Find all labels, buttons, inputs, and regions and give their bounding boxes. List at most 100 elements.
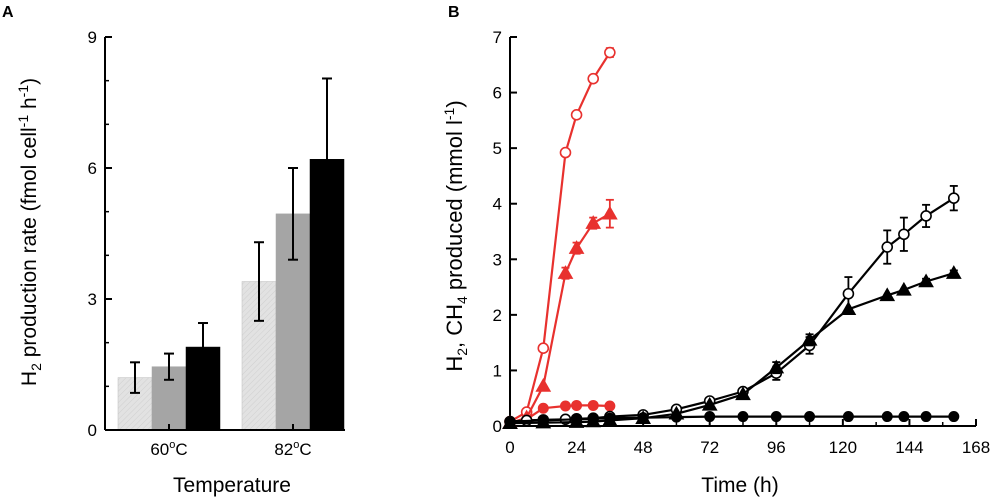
series-red-open-circle — [504, 46, 616, 428]
panel-a-bar-chart: 0 3 6 9 60oC 82oC Temperature H2 production r… — [15, 28, 345, 497]
data-point — [570, 109, 583, 121]
data-point — [948, 192, 960, 204]
data-point — [881, 241, 894, 253]
panel-a-y-tick-label: 3 — [88, 290, 97, 309]
panel-b-y-axis-title: H2, CH4 produced (mmol l-1) — [441, 100, 470, 371]
data-point — [601, 205, 618, 220]
panel-a-y-axis-title: H2 production rate (fmol cell-1 h-1) — [15, 78, 44, 386]
y-label-species-sub: 2 — [28, 363, 44, 371]
data-point — [801, 331, 818, 346]
data-point — [945, 265, 962, 279]
data-point — [535, 377, 552, 392]
panel-b-y-tick-label: 6 — [493, 84, 502, 103]
panel-a-x-axis-title: Temperature — [173, 474, 291, 497]
y-label-rest: produced (mmol l — [442, 120, 467, 296]
panel-b-x-axis-title: Time (h) — [701, 474, 778, 497]
data-point — [637, 412, 649, 424]
data-point — [735, 386, 751, 401]
series-black-open-circle — [504, 185, 960, 428]
data-point — [557, 265, 574, 279]
data-point — [770, 411, 782, 423]
panel-a-axes: 0 3 6 9 60oC 82oC — [88, 28, 345, 459]
data-point — [920, 411, 932, 423]
data-point — [898, 228, 910, 241]
data-point — [842, 287, 855, 300]
data-point — [879, 287, 896, 302]
series-red-triangle — [502, 198, 618, 429]
y-label-close: ) — [442, 100, 467, 107]
y-label-sup: -1 — [441, 107, 457, 120]
panel-a-y-tick-label: 0 — [88, 421, 97, 440]
panel-b-axes: 0 1 2 3 4 5 6 7 0 24 48 72 96 120 144 168 — [493, 28, 991, 457]
y-label-ch-sub: 4 — [454, 296, 470, 304]
y-label-sup2: -1 — [15, 85, 31, 98]
data-point — [537, 342, 550, 355]
panel-a-bars — [117, 77, 345, 431]
series-line-red-open-circle — [509, 52, 611, 423]
data-point — [920, 210, 932, 222]
data-point — [840, 301, 857, 316]
panel-b-y-tick-label: 1 — [493, 361, 502, 380]
panel-b-x-tick-label: 0 — [505, 438, 514, 457]
y-label-close: ) — [18, 78, 41, 85]
data-point — [585, 215, 602, 229]
panel-b-x-tick-label: 96 — [767, 438, 786, 457]
data-point — [768, 359, 785, 374]
panel-b-series — [502, 46, 962, 429]
panel-b-y-tick-label: 0 — [493, 417, 502, 436]
data-point — [881, 411, 893, 423]
data-point — [559, 146, 572, 159]
y-label-h: H — [442, 356, 467, 372]
data-point — [571, 413, 583, 425]
series-line-black-filled-circle — [509, 415, 954, 423]
data-point — [604, 412, 616, 424]
data-point — [704, 411, 716, 423]
data-point — [842, 411, 854, 423]
data-point — [537, 402, 549, 414]
data-point — [568, 240, 585, 254]
panel-a-x-tick-label: 82oC — [274, 439, 311, 459]
panel-a-x-tick-label: 60oC — [150, 439, 187, 459]
data-point — [504, 416, 516, 428]
y-label-mid: , CH — [442, 304, 467, 348]
data-point — [559, 400, 571, 412]
series-line-black-triangle — [509, 272, 955, 425]
panel-b-y-tick-label: 5 — [493, 139, 502, 158]
y-label-sup1: -1 — [15, 115, 31, 128]
y-label-unit-mid: h — [18, 97, 41, 115]
data-point — [587, 413, 599, 425]
panel-a-y-tick-label: 9 — [88, 28, 97, 47]
panel-b-x-tick-label: 48 — [634, 438, 653, 457]
data-point — [604, 400, 616, 412]
panel-b-x-tick-label: 120 — [829, 438, 857, 457]
data-point — [804, 411, 816, 423]
panel-b-x-tick-label: 168 — [962, 438, 990, 457]
panel-a-y-tick-label: 6 — [88, 159, 97, 178]
panel-b-x-tick-label: 144 — [895, 438, 923, 457]
data-point — [896, 281, 912, 296]
data-point — [604, 46, 616, 59]
data-point — [571, 399, 583, 411]
panel-b-y-tick-label: 4 — [493, 195, 502, 214]
y-label-h-sub: 2 — [454, 348, 470, 356]
y-label-species: H — [18, 371, 41, 386]
data-point — [701, 396, 718, 411]
panel-b-y-tick-label: 3 — [493, 250, 502, 269]
panel-b-letter: B — [448, 4, 460, 21]
panel-b-x-tick-label: 72 — [700, 438, 719, 457]
series-black-filled-circle — [504, 411, 960, 428]
data-point — [587, 399, 599, 411]
data-point — [737, 411, 749, 423]
panel-b-y-tick-label: 7 — [493, 28, 502, 47]
data-point — [948, 411, 960, 423]
y-label-text: production rate (fmol cell — [18, 127, 41, 357]
series-line-red-triangle — [509, 212, 611, 425]
data-point — [670, 411, 682, 423]
panel-a-letter: A — [2, 4, 14, 21]
panel-b-x-tick-label: 24 — [567, 438, 586, 457]
data-point — [587, 72, 600, 85]
data-point — [918, 273, 934, 288]
panel-b-y-tick-label: 2 — [493, 306, 502, 325]
